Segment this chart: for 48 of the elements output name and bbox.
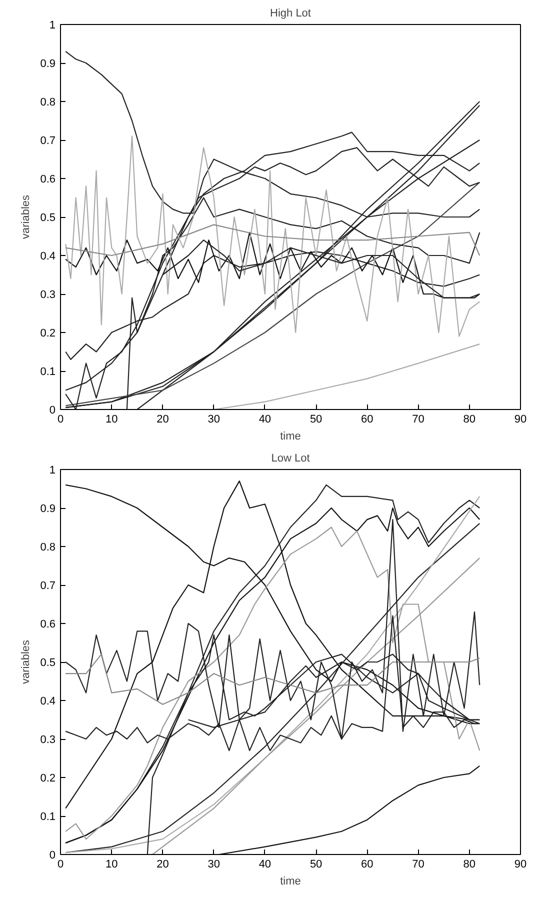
chart-title: High Lot bbox=[270, 8, 311, 20]
x-tick-label: 60 bbox=[361, 414, 374, 426]
y-tick-label: 0.3 bbox=[40, 289, 56, 301]
y-tick-label: 0.8 bbox=[40, 96, 56, 108]
x-tick-label: 10 bbox=[105, 414, 118, 426]
x-tick-label: 30 bbox=[208, 414, 220, 426]
y-tick-label: 0.4 bbox=[40, 696, 56, 708]
y-tick-label: 0.6 bbox=[40, 618, 56, 630]
y-tick-label: 0.7 bbox=[40, 580, 56, 592]
x-tick-label: 30 bbox=[208, 858, 220, 870]
y-tick-label: 0.9 bbox=[40, 503, 56, 515]
x-tick-label: 40 bbox=[258, 414, 272, 426]
x-tick-label: 80 bbox=[463, 414, 476, 426]
y-tick-label: 0.9 bbox=[40, 58, 56, 70]
chart-title: Low Lot bbox=[271, 452, 310, 464]
x-tick-label: 40 bbox=[258, 858, 272, 870]
x-tick-label: 70 bbox=[412, 858, 424, 870]
y-tick-label: 0.8 bbox=[40, 542, 56, 554]
y-tick-label: 0.6 bbox=[40, 174, 56, 186]
y-tick-label: 0.2 bbox=[40, 772, 56, 784]
y-axis-title: variables bbox=[20, 639, 32, 684]
x-tick-label: 20 bbox=[156, 858, 169, 870]
x-tick-label: 90 bbox=[514, 414, 527, 426]
x-axis-title: time bbox=[280, 430, 301, 442]
x-tick-label: 50 bbox=[310, 858, 322, 870]
y-tick-label: 0 bbox=[49, 404, 56, 416]
x-tick-label: 10 bbox=[105, 858, 118, 870]
y-tick-label: 0.1 bbox=[40, 366, 56, 378]
y-tick-label: 0.5 bbox=[40, 657, 56, 669]
x-tick-label: 0 bbox=[57, 858, 64, 870]
y-tick-label: 0 bbox=[49, 850, 56, 862]
y-axis-title: variables bbox=[20, 194, 32, 240]
y-tick-label: 0.7 bbox=[40, 135, 56, 147]
y-tick-label: 0.3 bbox=[40, 734, 56, 746]
x-tick-label: 70 bbox=[412, 414, 424, 426]
x-tick-label: 50 bbox=[310, 414, 322, 426]
y-tick-label: 1 bbox=[49, 20, 56, 32]
x-tick-label: 90 bbox=[514, 858, 527, 870]
y-tick-label: 0.1 bbox=[40, 811, 56, 823]
x-tick-label: 0 bbox=[57, 414, 64, 426]
y-tick-label: 0.5 bbox=[40, 212, 56, 224]
x-tick-label: 60 bbox=[361, 858, 374, 870]
y-tick-label: 0.4 bbox=[40, 250, 56, 262]
x-tick-label: 80 bbox=[463, 858, 476, 870]
y-tick-label: 1 bbox=[49, 464, 56, 476]
y-tick-label: 0.2 bbox=[40, 328, 56, 340]
x-tick-label: 20 bbox=[156, 414, 169, 426]
x-axis-title: time bbox=[280, 876, 301, 888]
